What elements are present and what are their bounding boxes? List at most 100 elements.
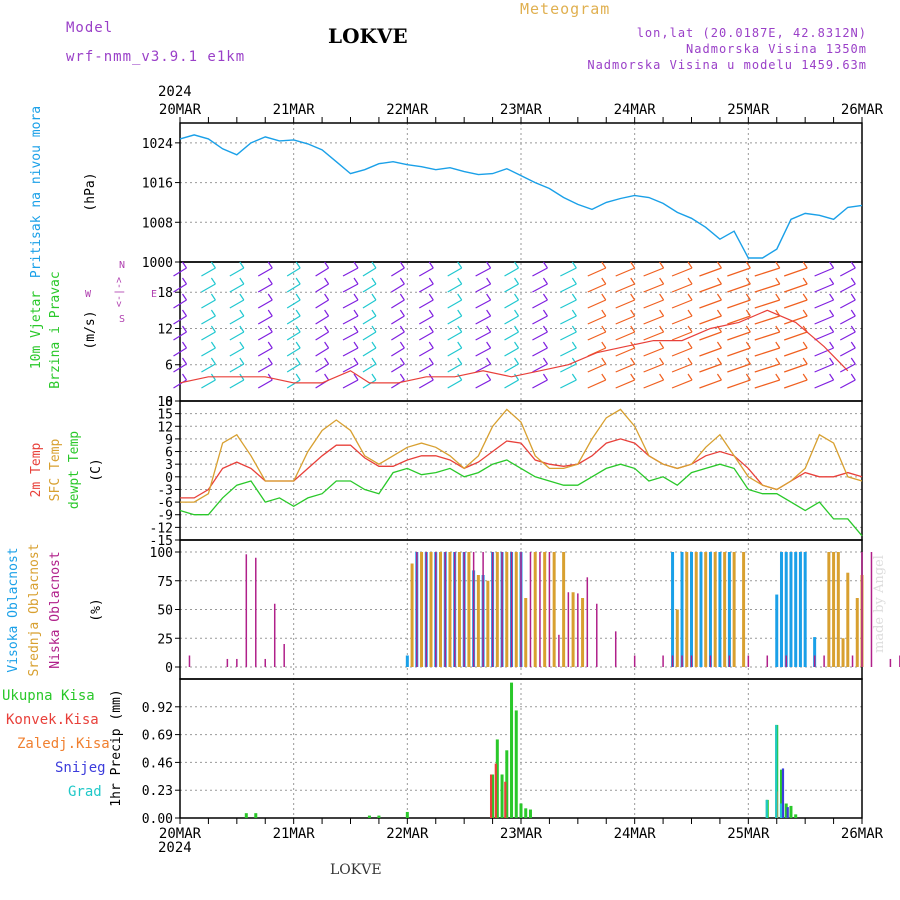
bottom-day-label: 24MAR — [614, 826, 657, 842]
wind-barb-feather — [601, 277, 607, 285]
wind-barb-feather — [601, 373, 607, 381]
wind-barb — [286, 283, 301, 293]
low_cloud-bar — [453, 552, 456, 667]
mid_cloud-bar — [562, 552, 566, 667]
wind-barb — [532, 363, 548, 373]
wind-barb — [173, 299, 187, 309]
wind-barb-feather — [324, 325, 330, 333]
temp-label-b: SFC Temp — [48, 439, 63, 502]
wind-barb — [173, 331, 187, 341]
wind-barb — [532, 379, 548, 389]
pressure-line — [179, 134, 863, 259]
wind-barb-feather — [182, 261, 187, 269]
wind-barb-feather — [267, 261, 273, 269]
wind-barb — [286, 347, 301, 357]
wind-barb-feather — [486, 357, 492, 365]
wind-barb — [173, 379, 187, 389]
wind-barb-feather — [267, 341, 273, 349]
wind-barb — [840, 379, 856, 389]
wind-barb-feather — [687, 277, 693, 285]
wind-barb — [229, 267, 245, 277]
wind-barb — [615, 379, 635, 389]
mid_cloud-bar — [704, 552, 708, 667]
low_cloud-bar — [823, 655, 825, 667]
wind-barb-feather — [829, 341, 835, 349]
wind-barb — [699, 315, 722, 325]
wind-label-a: 10m Vjetar — [29, 291, 44, 369]
wind-barb-feather — [353, 373, 359, 381]
model-name: wrf-nmm_v3.9.1 e1km — [66, 49, 246, 65]
wind-barb-feather — [295, 357, 301, 365]
wind-barb — [814, 299, 834, 309]
wind-barb — [643, 315, 664, 325]
low_cloud-bar — [851, 655, 854, 667]
wind-barb — [615, 283, 635, 293]
mid_cloud-bar — [420, 552, 424, 667]
wind-barb — [229, 315, 245, 325]
wind-barb-feather — [745, 325, 751, 333]
wind-barb — [201, 347, 216, 357]
wind-barb — [257, 283, 273, 293]
coords-text: lon,lat (20.0187E, 42.8312N) — [636, 26, 867, 40]
wind-barb — [447, 267, 462, 277]
wind-barb-feather — [659, 357, 665, 365]
high_cloud-bar — [671, 552, 675, 667]
low_cloud-bar — [463, 552, 465, 667]
wind-barb — [754, 347, 780, 357]
wind-barb-feather — [829, 277, 835, 285]
wind-barb-feather — [745, 341, 751, 349]
wind-barb — [783, 267, 808, 277]
total_precip-bar — [519, 803, 523, 818]
wind-barb — [391, 331, 405, 341]
mid_cloud-bar — [486, 580, 490, 667]
wind-barb-feather — [371, 373, 377, 381]
mid_cloud-bar — [543, 552, 547, 667]
wind-barb — [615, 331, 635, 341]
top-day-label: 22MAR — [386, 102, 429, 118]
wind-barb-feather — [745, 261, 751, 269]
wind-barb — [229, 299, 245, 309]
temp-ytick-label: -3 — [157, 483, 173, 498]
mid_cloud-bar — [467, 552, 471, 667]
mid_cloud-bar — [533, 552, 537, 667]
wind-barb — [615, 347, 635, 357]
low_cloud-bar — [766, 655, 769, 667]
high_cloud-bar — [680, 552, 684, 667]
wind-barb — [783, 347, 808, 357]
wind-barb — [475, 363, 491, 373]
wind-barb — [342, 283, 359, 293]
wind-barb — [418, 331, 434, 341]
wind-barb-feather — [850, 261, 856, 269]
wind-barb-feather — [399, 341, 405, 349]
wind-barb — [286, 315, 301, 325]
wind-barb — [315, 331, 329, 341]
wind-barb-feather — [745, 309, 751, 317]
mid_cloud-bar — [495, 552, 499, 667]
wind-barb — [699, 299, 722, 309]
wind-barb — [447, 363, 462, 373]
wind-barb — [560, 267, 577, 277]
wind-barb-feather — [371, 309, 377, 317]
grid-layer — [175, 117, 863, 824]
total_precip-bar — [510, 682, 514, 818]
wind-barb-feather — [601, 341, 607, 349]
wind-barb-feather — [267, 309, 273, 317]
wind-barb-feather — [267, 325, 273, 333]
wind-barb — [173, 267, 187, 277]
compass-n-label: N — [119, 260, 125, 271]
pressure-ytick-label: 1024 — [142, 137, 173, 152]
total_precip-bar — [405, 811, 409, 818]
wind-barb-feather — [324, 293, 330, 301]
low_cloud-bar — [255, 557, 257, 667]
wind-barb-feather — [630, 325, 636, 333]
wind-barb-feather — [542, 277, 548, 285]
low_cloud-bar — [889, 658, 892, 667]
wind-barb — [504, 283, 519, 293]
top-day-label: 23MAR — [500, 102, 543, 118]
wind-barb — [532, 347, 548, 357]
low_cloud-bar — [236, 658, 238, 667]
high_cloud-bar — [775, 594, 779, 667]
product-title: Meteogram — [520, 0, 611, 18]
wind-barb-feather — [687, 373, 693, 381]
wind-barb-feather — [542, 293, 548, 301]
